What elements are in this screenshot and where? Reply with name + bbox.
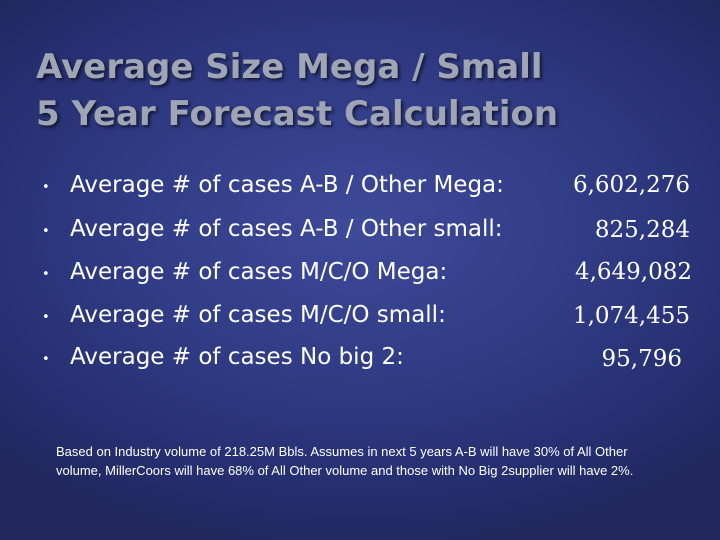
- bullet-row-mco-small: • Average # of cases M/C/O small: 1,074,…: [0, 300, 720, 344]
- bullet-label: Average # of cases A-B / Other small:: [70, 216, 503, 242]
- bullet-label: Average # of cases M/C/O Mega:: [70, 259, 448, 285]
- bullet-value: 4,649,082: [574, 259, 692, 285]
- bullet-value: 6,602,276: [572, 172, 690, 198]
- bullet-value: 825,284: [594, 217, 690, 243]
- bullet-row-no-big-2: • Average # of cases No big 2: 95,796: [0, 342, 720, 386]
- bullet-dot: •: [42, 267, 50, 282]
- bullet-value: 1,074,455: [572, 303, 690, 329]
- footnote: Based on Industry volume of 218.25M Bbls…: [56, 444, 634, 478]
- bullet-dot: •: [42, 224, 50, 239]
- bullet-row-ab-other-mega: • Average # of cases A-B / Other Mega: 6…: [0, 170, 720, 214]
- slide-title-line-1: Average Size Mega / Small: [36, 47, 543, 87]
- slide-title-line-2: 5 Year Forecast Calculation: [36, 94, 559, 134]
- bullet-row-mco-mega: • Average # of cases M/C/O Mega: 4,649,0…: [0, 257, 720, 301]
- slide-title: Average Size Mega / Small 5 Year Forecas…: [36, 44, 676, 138]
- bullet-label: Average # of cases A-B / Other Mega:: [70, 172, 504, 198]
- bullet-row-ab-other-small: • Average # of cases A-B / Other small: …: [0, 214, 720, 258]
- bullet-label: Average # of cases No big 2:: [70, 344, 404, 370]
- bullet-dot: •: [42, 352, 50, 367]
- bullet-label: Average # of cases M/C/O small:: [70, 302, 446, 328]
- bullet-dot: •: [42, 180, 50, 195]
- bullet-dot: •: [42, 310, 50, 325]
- bullet-value: 95,796: [601, 346, 682, 372]
